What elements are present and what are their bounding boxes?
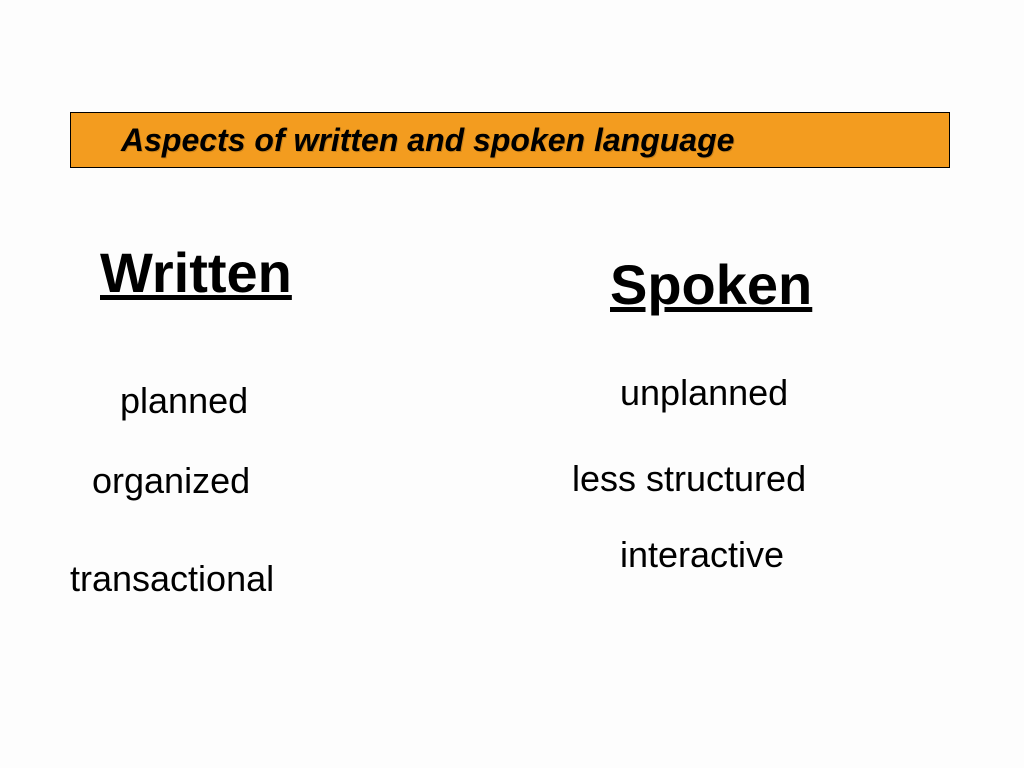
spoken-item-2: less structured [572,458,806,500]
written-item-2: organized [92,460,250,502]
written-item-1: planned [120,380,248,422]
slide: Aspects of written and spoken language W… [0,0,1024,768]
slide-title: Aspects of written and spoken language [121,122,734,159]
spoken-item-1: unplanned [620,372,788,414]
title-bar: Aspects of written and spoken language [70,112,950,168]
written-item-3: transactional [70,558,274,600]
column-heading-written: Written [100,240,292,305]
spoken-item-3: interactive [620,534,784,576]
column-heading-spoken: Spoken [610,252,812,317]
